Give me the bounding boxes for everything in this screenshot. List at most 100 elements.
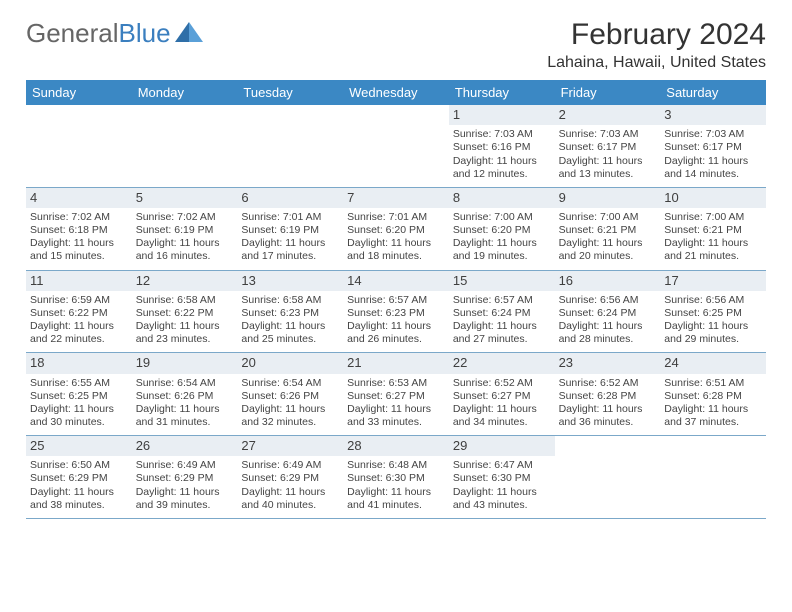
day-cell: 9Sunrise: 7:00 AMSunset: 6:21 PMDaylight…: [555, 188, 661, 270]
daylight-text: Daylight: 11 hours: [664, 237, 762, 250]
daylight-text: Daylight: 11 hours: [559, 155, 657, 168]
daylight-text: Daylight: 11 hours: [664, 155, 762, 168]
daylight-text: Daylight: 11 hours: [453, 155, 551, 168]
month-title: February 2024: [547, 18, 766, 52]
daylight-text: Daylight: 11 hours: [453, 320, 551, 333]
week-row: 25Sunrise: 6:50 AMSunset: 6:29 PMDayligh…: [26, 436, 766, 519]
sunset-text: Sunset: 6:17 PM: [559, 141, 657, 154]
daylight-text: and 43 minutes.: [453, 499, 551, 512]
daylight-text: and 23 minutes.: [136, 333, 234, 346]
day-cell: .: [237, 105, 343, 187]
daylight-text: and 20 minutes.: [559, 250, 657, 263]
sunrise-text: Sunrise: 6:58 AM: [136, 294, 234, 307]
day-cell: 6Sunrise: 7:01 AMSunset: 6:19 PMDaylight…: [237, 188, 343, 270]
day-header: Friday: [555, 80, 661, 105]
week-row: 4Sunrise: 7:02 AMSunset: 6:18 PMDaylight…: [26, 188, 766, 271]
page-header: GeneralBlue February 2024 Lahaina, Hawai…: [26, 18, 766, 72]
daylight-text: Daylight: 11 hours: [559, 403, 657, 416]
day-number: 23: [555, 353, 661, 373]
day-cell: 25Sunrise: 6:50 AMSunset: 6:29 PMDayligh…: [26, 436, 132, 518]
day-cell: 12Sunrise: 6:58 AMSunset: 6:22 PMDayligh…: [132, 271, 238, 353]
sunrise-text: Sunrise: 6:53 AM: [347, 377, 445, 390]
daylight-text: Daylight: 11 hours: [453, 486, 551, 499]
sunrise-text: Sunrise: 6:48 AM: [347, 459, 445, 472]
day-header: Saturday: [660, 80, 766, 105]
day-number: 14: [343, 271, 449, 291]
day-number: 8: [449, 188, 555, 208]
day-number: 24: [660, 353, 766, 373]
daylight-text: and 22 minutes.: [30, 333, 128, 346]
day-cell: .: [26, 105, 132, 187]
day-cell: 27Sunrise: 6:49 AMSunset: 6:29 PMDayligh…: [237, 436, 343, 518]
day-number: 2: [555, 105, 661, 125]
daylight-text: and 19 minutes.: [453, 250, 551, 263]
daylight-text: and 28 minutes.: [559, 333, 657, 346]
day-number: 21: [343, 353, 449, 373]
week-row: 18Sunrise: 6:55 AMSunset: 6:25 PMDayligh…: [26, 353, 766, 436]
day-cell: 14Sunrise: 6:57 AMSunset: 6:23 PMDayligh…: [343, 271, 449, 353]
daylight-text: and 14 minutes.: [664, 168, 762, 181]
daylight-text: and 27 minutes.: [453, 333, 551, 346]
daylight-text: and 26 minutes.: [347, 333, 445, 346]
day-number: 27: [237, 436, 343, 456]
daylight-text: Daylight: 11 hours: [347, 403, 445, 416]
sunrise-text: Sunrise: 7:02 AM: [136, 211, 234, 224]
day-number: 22: [449, 353, 555, 373]
day-cell: 24Sunrise: 6:51 AMSunset: 6:28 PMDayligh…: [660, 353, 766, 435]
sunset-text: Sunset: 6:25 PM: [30, 390, 128, 403]
day-number: 9: [555, 188, 661, 208]
day-header-row: Sunday Monday Tuesday Wednesday Thursday…: [26, 80, 766, 105]
sunset-text: Sunset: 6:21 PM: [559, 224, 657, 237]
daylight-text: and 38 minutes.: [30, 499, 128, 512]
day-header: Tuesday: [237, 80, 343, 105]
daylight-text: and 30 minutes.: [30, 416, 128, 429]
day-number: 18: [26, 353, 132, 373]
day-cell: 29Sunrise: 6:47 AMSunset: 6:30 PMDayligh…: [449, 436, 555, 518]
sunset-text: Sunset: 6:28 PM: [559, 390, 657, 403]
day-cell: 5Sunrise: 7:02 AMSunset: 6:19 PMDaylight…: [132, 188, 238, 270]
sunset-text: Sunset: 6:24 PM: [559, 307, 657, 320]
day-number: 1: [449, 105, 555, 125]
day-header: Sunday: [26, 80, 132, 105]
day-cell: 13Sunrise: 6:58 AMSunset: 6:23 PMDayligh…: [237, 271, 343, 353]
sunrise-text: Sunrise: 6:54 AM: [136, 377, 234, 390]
daylight-text: and 31 minutes.: [136, 416, 234, 429]
sunrise-text: Sunrise: 6:54 AM: [241, 377, 339, 390]
sunrise-text: Sunrise: 6:52 AM: [453, 377, 551, 390]
daylight-text: and 41 minutes.: [347, 499, 445, 512]
sunset-text: Sunset: 6:22 PM: [136, 307, 234, 320]
sunrise-text: Sunrise: 7:03 AM: [664, 128, 762, 141]
daylight-text: Daylight: 11 hours: [30, 237, 128, 250]
day-cell: .: [132, 105, 238, 187]
day-number: 6: [237, 188, 343, 208]
daylight-text: Daylight: 11 hours: [664, 320, 762, 333]
sunset-text: Sunset: 6:27 PM: [453, 390, 551, 403]
day-number: 12: [132, 271, 238, 291]
day-header: Monday: [132, 80, 238, 105]
sunrise-text: Sunrise: 7:03 AM: [453, 128, 551, 141]
sunrise-text: Sunrise: 6:47 AM: [453, 459, 551, 472]
daylight-text: and 32 minutes.: [241, 416, 339, 429]
day-cell: .: [555, 436, 661, 518]
daylight-text: and 16 minutes.: [136, 250, 234, 263]
sunrise-text: Sunrise: 6:49 AM: [241, 459, 339, 472]
sunrise-text: Sunrise: 7:02 AM: [30, 211, 128, 224]
sunrise-text: Sunrise: 7:00 AM: [453, 211, 551, 224]
day-number: 20: [237, 353, 343, 373]
sunset-text: Sunset: 6:16 PM: [453, 141, 551, 154]
daylight-text: Daylight: 11 hours: [347, 320, 445, 333]
sunset-text: Sunset: 6:21 PM: [664, 224, 762, 237]
day-cell: 2Sunrise: 7:03 AMSunset: 6:17 PMDaylight…: [555, 105, 661, 187]
sunset-text: Sunset: 6:29 PM: [241, 472, 339, 485]
sunset-text: Sunset: 6:19 PM: [136, 224, 234, 237]
day-number: 11: [26, 271, 132, 291]
day-header: Thursday: [449, 80, 555, 105]
day-cell: 16Sunrise: 6:56 AMSunset: 6:24 PMDayligh…: [555, 271, 661, 353]
day-number: 10: [660, 188, 766, 208]
sunset-text: Sunset: 6:30 PM: [347, 472, 445, 485]
sunrise-text: Sunrise: 6:51 AM: [664, 377, 762, 390]
sunset-text: Sunset: 6:25 PM: [664, 307, 762, 320]
daylight-text: and 29 minutes.: [664, 333, 762, 346]
day-cell: .: [343, 105, 449, 187]
sunset-text: Sunset: 6:17 PM: [664, 141, 762, 154]
